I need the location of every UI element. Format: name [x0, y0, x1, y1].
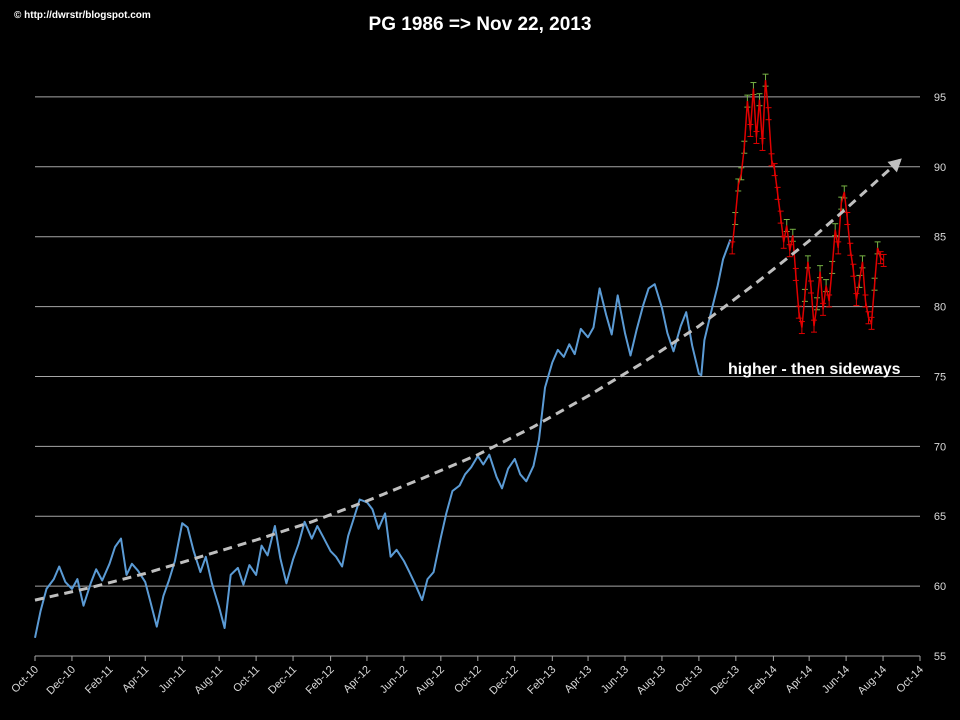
x-tick-label: Dec-11 — [266, 664, 299, 697]
x-tick-label: Dec-13 — [708, 664, 742, 698]
x-tick-label: Apr-11 — [120, 664, 151, 695]
y-tick-label: 95 — [934, 92, 946, 104]
chart-title: PG 1986 => Nov 22, 2013 — [368, 14, 592, 35]
x-tick-label: Aug-11 — [192, 664, 225, 697]
x-tick-label: Apr-13 — [562, 664, 594, 696]
y-tick-label: 60 — [934, 581, 946, 593]
trend-arrowhead — [887, 158, 902, 173]
x-tick-label: Dec-12 — [487, 664, 521, 698]
x-tick-label: Aug-12 — [413, 664, 447, 698]
x-tick-label: Dec-10 — [45, 664, 79, 698]
y-tick-label: 85 — [934, 232, 946, 244]
x-tick-label: Jun-13 — [599, 664, 631, 696]
y-tick-label: 80 — [934, 302, 946, 314]
price-line — [34, 239, 732, 639]
y-tick-label: 70 — [934, 441, 946, 453]
x-tick-label: Oct-10 — [9, 664, 41, 696]
x-tick-label: Oct-14 — [894, 664, 926, 696]
y-tick-label: 75 — [934, 371, 946, 383]
x-tick-label: Feb-11 — [83, 664, 116, 697]
x-tick-label: Aug-14 — [856, 664, 890, 698]
x-tick-label: Jun-14 — [820, 664, 852, 696]
x-tick-label: Apr-14 — [783, 664, 815, 696]
projection-line — [731, 80, 885, 328]
x-tick-label: Oct-13 — [673, 664, 705, 696]
y-tick-label: 90 — [934, 162, 946, 174]
x-tick-label: Oct-12 — [452, 664, 484, 696]
x-tick-label: Aug-13 — [634, 664, 668, 698]
y-tick-label: 65 — [934, 511, 946, 523]
trend-curve — [34, 157, 903, 602]
y-tick-label: 55 — [934, 651, 946, 663]
x-tick-label: Oct-11 — [231, 664, 262, 695]
x-tick-label: Apr-12 — [341, 664, 373, 696]
x-tick-label: Feb-13 — [525, 664, 558, 697]
x-tick-label: Feb-14 — [746, 664, 779, 697]
x-tick-label: Jun-11 — [157, 664, 189, 696]
watermark: © http://dwrstr/blogspot.com — [14, 10, 151, 21]
chart-annotation: higher - then sideways — [728, 361, 901, 378]
x-tick-label: Jun-12 — [378, 664, 410, 696]
x-tick-label: Feb-12 — [304, 664, 337, 697]
